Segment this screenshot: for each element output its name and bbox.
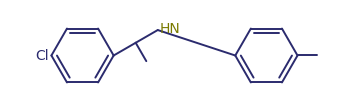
Text: HN: HN	[159, 22, 180, 36]
Text: Cl: Cl	[36, 49, 49, 62]
